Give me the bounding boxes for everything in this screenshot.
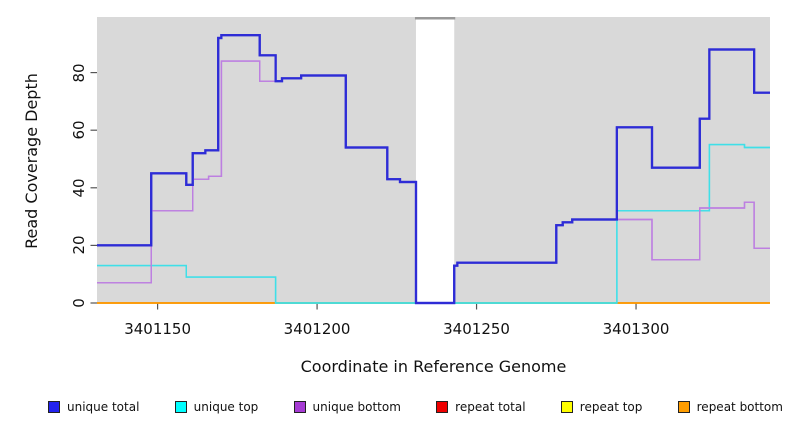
legend-label: unique top	[193, 400, 259, 414]
y-tick-label: 80	[70, 63, 88, 83]
x-tick-label: 3401250	[443, 320, 510, 338]
legend-item-unique-total: unique total	[48, 400, 139, 414]
legend-item-unique-bottom: unique bottom	[293, 400, 401, 414]
legend-swatch-icon	[48, 401, 60, 413]
legend-swatch-icon	[174, 401, 187, 413]
y-tick-label: 0	[70, 298, 88, 308]
legend: unique total unique top unique bottom repea…	[0, 395, 792, 419]
legend-label: repeat bottom	[696, 400, 783, 414]
y-axis-title: Read Coverage Depth	[22, 73, 41, 249]
x-tick-label: 3401300	[602, 320, 670, 338]
y-tick-label: 20	[70, 235, 88, 255]
legend-label: repeat total	[455, 400, 526, 414]
legend-label: unique total	[67, 400, 140, 414]
x-tick-label: 3401150	[124, 320, 191, 338]
legend-swatch-icon	[677, 401, 690, 413]
legend-swatch-icon	[560, 401, 573, 413]
series-unique-total-top	[97, 34, 770, 305]
y-tick-label: 60	[70, 120, 88, 140]
series-unique-top-top	[97, 143, 770, 304]
y-tick-label: 40	[70, 178, 88, 198]
legend-item-repeat-bottom: repeat bottom	[677, 400, 783, 414]
coverage-gap-top-bar	[414, 17, 456, 20]
x-axis-title: Coordinate in Reference Genome	[300, 357, 567, 376]
x-tick-label: 3401200	[283, 320, 351, 338]
legend-item-repeat-total: repeat total	[436, 400, 526, 414]
legend-swatch-icon	[293, 401, 306, 413]
legend-label: unique bottom	[312, 400, 401, 414]
coverage-gap-band	[415, 17, 455, 303]
legend-item-repeat-top: repeat top	[560, 400, 643, 414]
legend-item-unique-top: unique top	[174, 400, 259, 414]
legend-swatch-icon	[436, 401, 449, 413]
legend-label: repeat top	[579, 400, 643, 414]
